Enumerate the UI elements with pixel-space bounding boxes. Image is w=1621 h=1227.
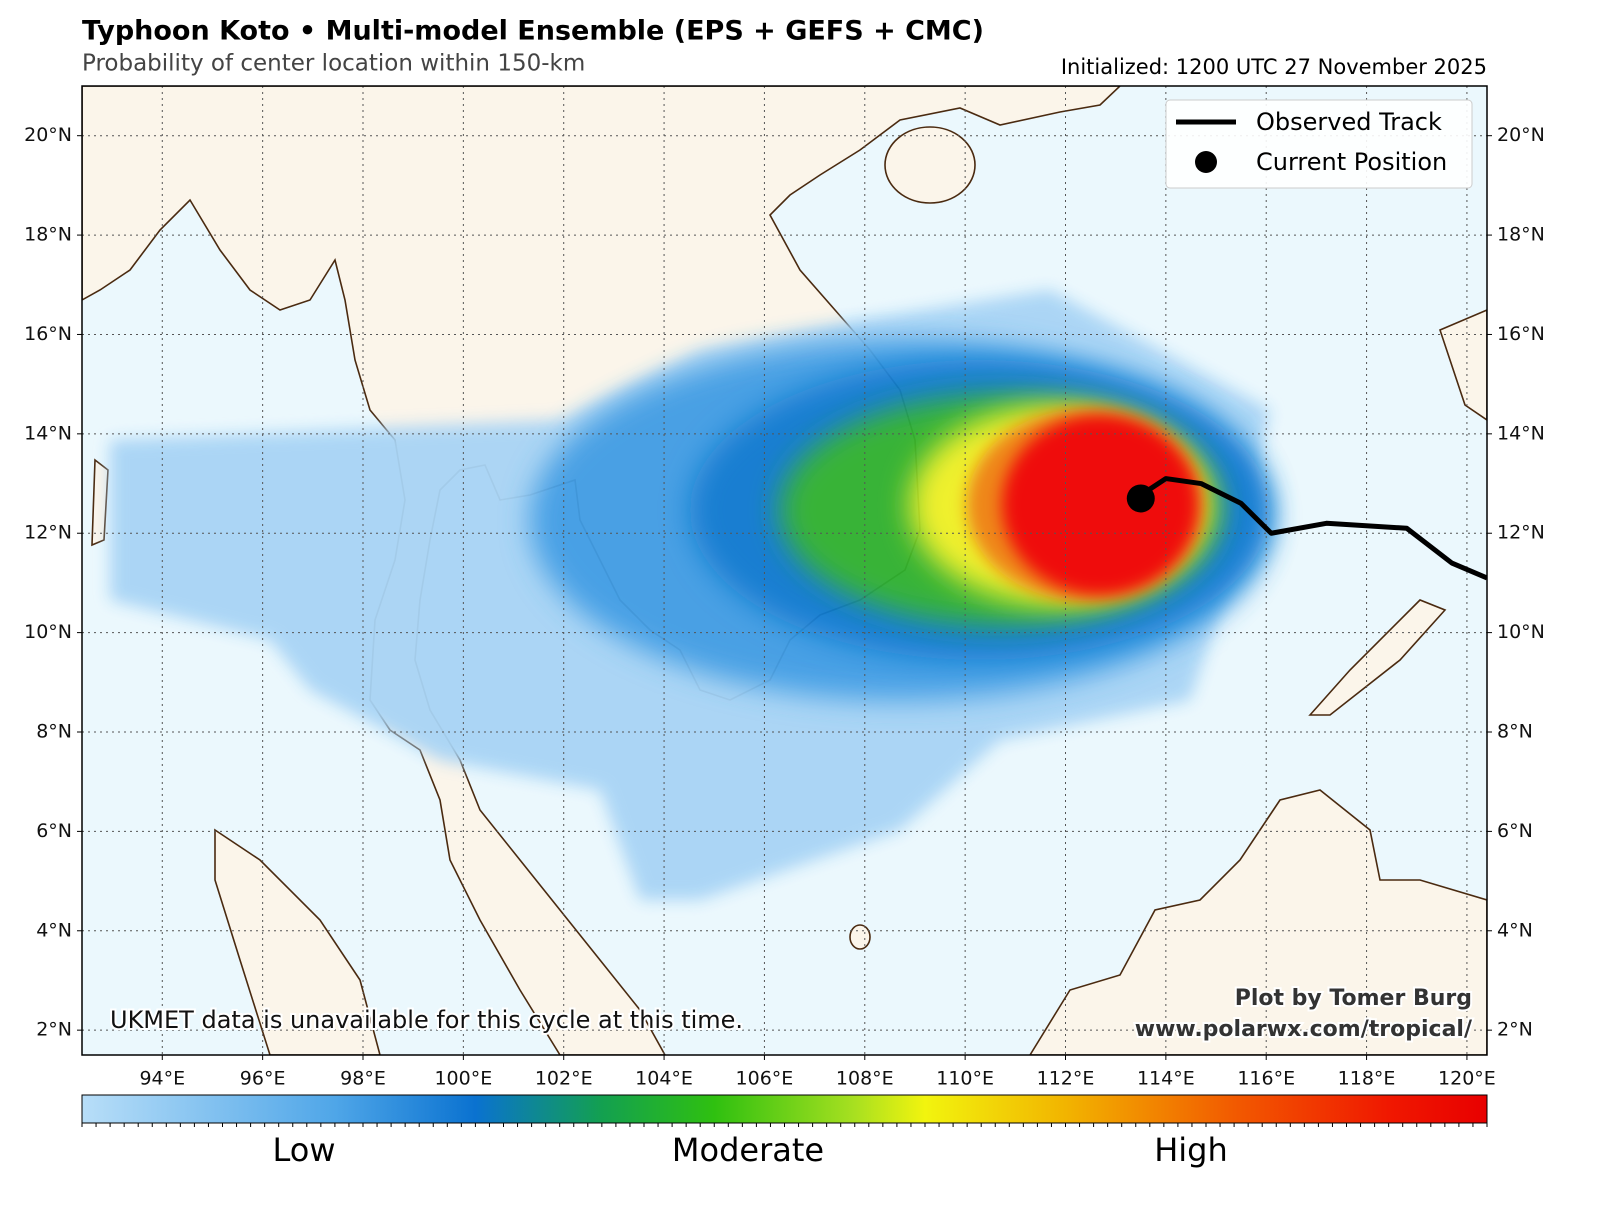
y-tick-label: 18°N	[1497, 224, 1545, 246]
subtitle: Probability of center location within 15…	[82, 51, 585, 77]
x-tick-label: 106°E	[736, 1068, 794, 1090]
y-tick-label: 4°N	[36, 919, 72, 941]
y-tick-label: 12°N	[1497, 522, 1545, 544]
legend-box	[1165, 99, 1473, 189]
y-tick-label: 2°N	[1497, 1019, 1533, 1041]
x-tick-label: 104°E	[635, 1068, 693, 1090]
legend-position-swatch	[1195, 151, 1217, 173]
colorbar-ticks	[81, 1123, 1488, 1127]
y-tick-label: 20°N	[1497, 124, 1545, 146]
y-tick-label: 10°N	[24, 621, 72, 643]
x-tick-label: 98°E	[340, 1068, 386, 1090]
legend: Observed Track Current Position	[1165, 99, 1473, 189]
y-tick-label: 2°N	[36, 1019, 72, 1041]
y-tick-label: 16°N	[24, 323, 72, 345]
y-tick-label: 18°N	[24, 224, 72, 246]
y-tick-label: 8°N	[36, 721, 72, 743]
x-tick-label: 114°E	[1137, 1068, 1195, 1090]
y-tick-label: 14°N	[1497, 422, 1545, 444]
y-tick-label: 10°N	[1497, 621, 1545, 643]
y-tick-label: 8°N	[1497, 721, 1533, 743]
legend-label: Observed Track	[1256, 108, 1442, 136]
current-position	[1126, 484, 1155, 513]
colorbar-label: Moderate	[672, 1131, 824, 1169]
note: UKMET data is unavailable for this cycle…	[110, 1006, 743, 1034]
map-area	[82, 86, 1487, 1055]
colorbar	[81, 1094, 1488, 1124]
credit: Plot by Tomer Burg	[1235, 986, 1472, 1011]
colorbar-label: Low	[272, 1131, 335, 1169]
x-tick-label: 102°E	[535, 1068, 593, 1090]
title: Typhoon Koto • Multi-model Ensemble (EPS…	[82, 16, 984, 47]
land	[82, 86, 1487, 1055]
x-tick-label: 94°E	[139, 1068, 185, 1090]
track-layer	[1126, 476, 1487, 581]
legend-label: Current Position	[1256, 148, 1447, 176]
x-tick-label: 120°E	[1438, 1068, 1496, 1090]
colorbar-label: High	[1154, 1131, 1228, 1169]
grid	[82, 86, 1487, 1055]
x-tick-label: 116°E	[1237, 1068, 1295, 1090]
ticks: 94°E 96°E 98°E 100°E 102°E 104°E 106°E 108°E 110…	[24, 124, 1545, 1089]
y-tick-label: 6°N	[1497, 820, 1533, 842]
y-tick-label: 20°N	[24, 124, 72, 146]
x-tick-label: 108°E	[836, 1068, 894, 1090]
probability-shading	[110, 290, 1270, 900]
x-tick-label: 100°E	[434, 1068, 492, 1090]
y-tick-label: 16°N	[1497, 323, 1545, 345]
observed-track	[1139, 476, 1487, 581]
y-tick-label: 12°N	[24, 522, 72, 544]
x-tick-label: 96°E	[240, 1068, 286, 1090]
x-tick-label: 112°E	[1037, 1068, 1095, 1090]
y-tick-label: 4°N	[1497, 919, 1533, 941]
y-tick-label: 14°N	[24, 422, 72, 444]
y-tick-label: 6°N	[36, 820, 72, 842]
map-frame	[81, 85, 1488, 1056]
x-tick-label: 110°E	[936, 1068, 994, 1090]
init-time: Initialized: 1200 UTC 27 November 2025	[1061, 55, 1487, 79]
x-tick-label: 118°E	[1338, 1068, 1396, 1090]
credit: www.polarwx.com/tropical/	[1135, 1017, 1473, 1042]
